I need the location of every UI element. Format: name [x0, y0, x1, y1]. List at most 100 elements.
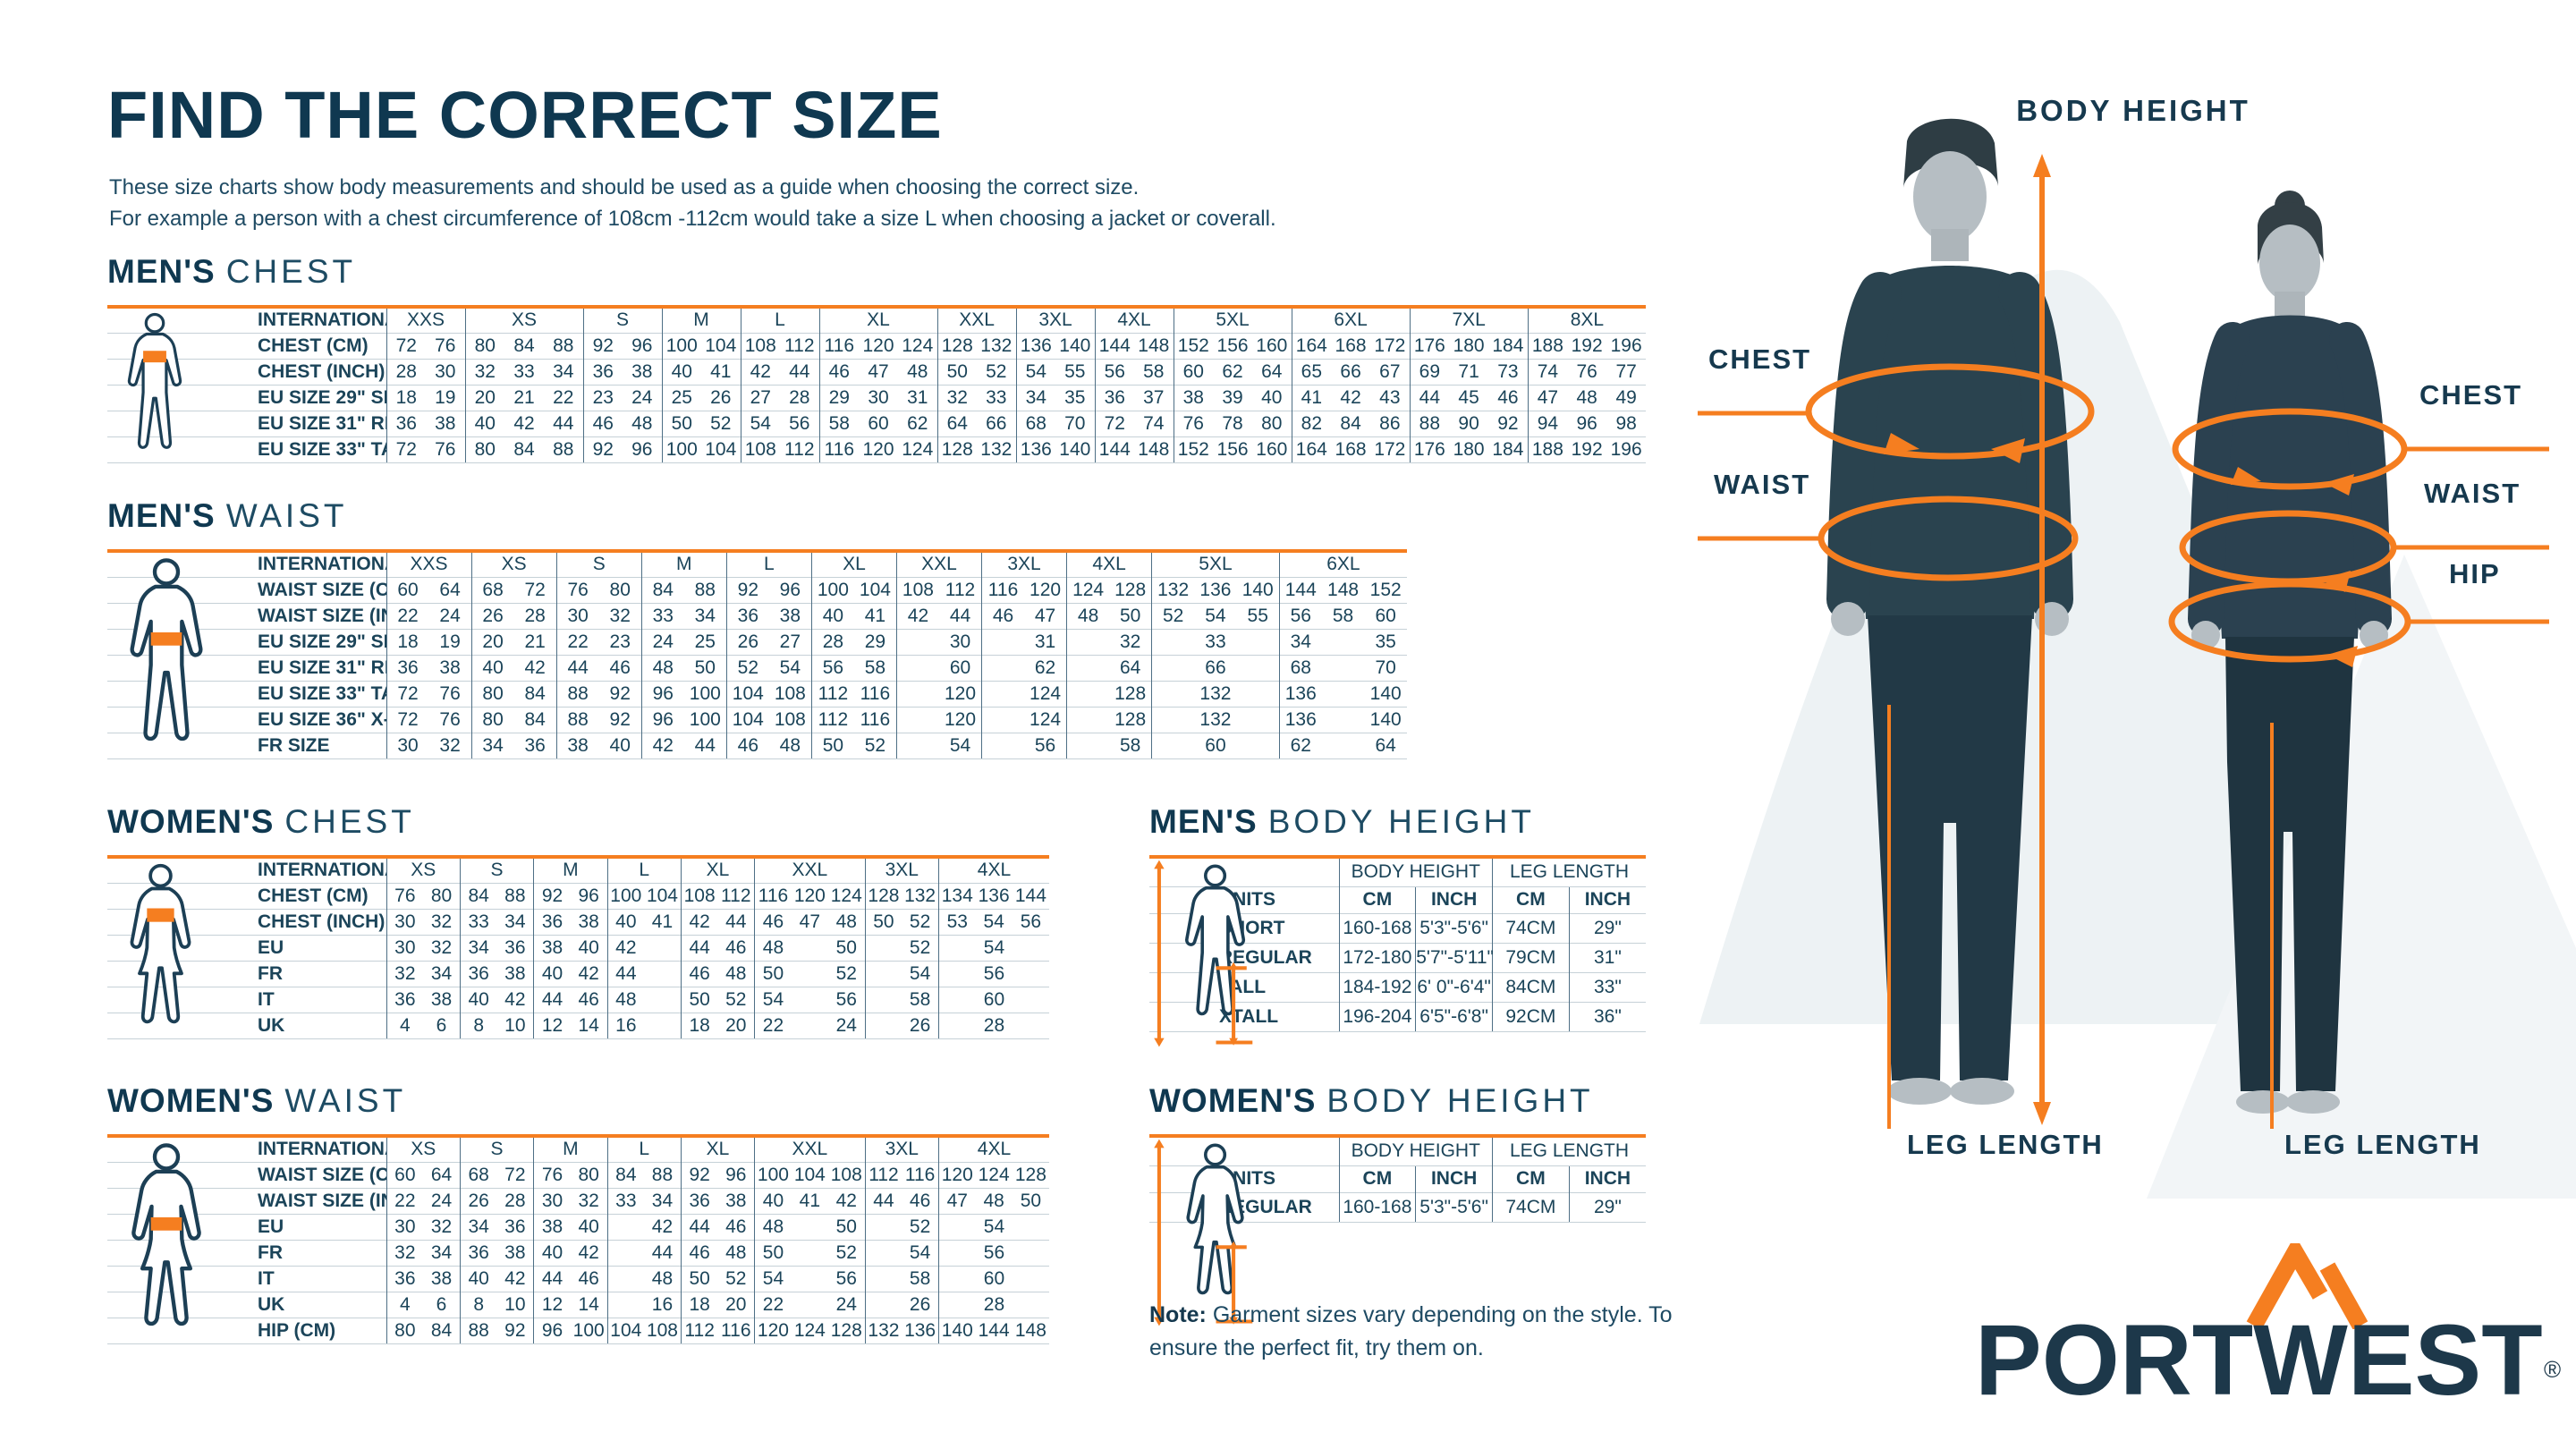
size-cell: 42 — [606, 934, 645, 961]
size-cell: 44 — [606, 960, 645, 987]
size-cell: 96 — [623, 436, 663, 463]
size-cell — [1066, 628, 1110, 655]
size-cell: 40 — [533, 960, 571, 987]
size-cell: 88 — [644, 1161, 682, 1188]
size-cell: 100 — [661, 332, 702, 359]
size-cell: 56 — [937, 960, 1049, 987]
size-cell: 24 — [428, 602, 472, 629]
size-cell: 32 — [464, 358, 504, 385]
size-cell: 36 — [496, 934, 534, 961]
size-cell: 72 — [513, 576, 557, 603]
size-cell: 52 — [902, 908, 939, 935]
measurement-cell: 5'7"-5'11" — [1415, 942, 1494, 972]
size-cell: 128 — [1109, 576, 1152, 603]
size-cell: 44 — [680, 934, 718, 961]
size-cell: 64 — [423, 1161, 461, 1188]
units-label: UNITS — [1149, 886, 1339, 913]
size-cell: 40 — [598, 732, 642, 759]
size-cell: 92 — [582, 332, 623, 359]
size-cell: 41 — [1291, 384, 1332, 411]
size-cell: 96 — [570, 882, 607, 909]
row-label: EU SIZE 29" SHORT — [107, 384, 386, 411]
size-cell: 84 — [1331, 410, 1371, 436]
size-cell: 94 — [1527, 410, 1568, 436]
size-cell: 30 — [386, 1213, 424, 1240]
size-cell: 40 — [464, 410, 504, 436]
size-cell: 30 — [938, 628, 982, 655]
size-cell: 50 — [661, 410, 702, 436]
size-cell: 33 — [640, 602, 684, 629]
size-cell — [644, 960, 682, 987]
row-label: FR SIZE — [107, 732, 387, 759]
size-cell: 46 — [754, 908, 792, 935]
size-column-header: M — [533, 856, 607, 883]
size-cell: 100 — [683, 680, 727, 707]
size-cell: 112 — [780, 332, 820, 359]
waist-label-right: WAIST — [2424, 478, 2521, 509]
size-cell: 34 — [1278, 628, 1322, 655]
ellipse-arrowheads — [1884, 433, 2358, 667]
size-cell: 35 — [1364, 628, 1407, 655]
size-cell: 42 — [740, 358, 781, 385]
heading-light: CHEST — [225, 253, 357, 290]
size-cell: 60 — [938, 654, 982, 681]
size-cell: 96 — [640, 706, 684, 733]
table-corner-label: INTERNATIONAL — [107, 1135, 387, 1162]
size-cell: 52 — [902, 1213, 939, 1240]
fit-row-label: XTALL — [1149, 1001, 1339, 1032]
size-cell: 82 — [1291, 410, 1332, 436]
size-cell — [864, 986, 902, 1013]
size-cell: 24 — [423, 1187, 461, 1214]
size-cell: 38 — [555, 732, 599, 759]
table-corner-label: INTERNATIONAL — [107, 856, 387, 883]
size-cell: 29 — [853, 628, 897, 655]
body-height-table: BODY HEIGHT LEG LENGTH UNITS CM INCH CM INCH SH… — [1149, 855, 1647, 1032]
size-cell — [791, 1239, 828, 1266]
size-cell: 112 — [717, 882, 755, 909]
size-cell: 164 — [1291, 436, 1332, 463]
size-cell: 47 — [937, 1187, 976, 1214]
size-cell: 50 — [936, 358, 978, 385]
size-cell: 60 — [937, 1265, 1049, 1292]
size-cell: 54 — [1194, 602, 1237, 629]
size-cell: 23 — [598, 628, 642, 655]
size-cell: 108 — [740, 436, 781, 463]
size-cell: 33 — [459, 908, 497, 935]
size-cell: 34 — [496, 908, 534, 935]
size-cell: 10 — [496, 1291, 534, 1318]
size-cell: 128 — [936, 332, 978, 359]
size-cell: 124 — [975, 1161, 1013, 1188]
size-cell: 36 — [386, 1265, 424, 1292]
size-cell — [644, 1012, 682, 1039]
note-label: Note: — [1149, 1302, 1207, 1327]
size-column-header: XL — [680, 1135, 755, 1162]
size-cell — [895, 732, 939, 759]
height-line-arrowheads — [2033, 154, 2051, 1125]
size-cell — [1066, 706, 1110, 733]
size-cell: 86 — [1370, 410, 1411, 436]
size-column-header: 4XL — [937, 856, 1049, 883]
size-table: INTERNATIONALXSSMLXLXXL3XL4XL CHEST (CM)7… — [107, 855, 1049, 1039]
size-cell: 84 — [504, 332, 544, 359]
size-cell: 112 — [864, 1161, 902, 1188]
size-cell: 88 — [683, 576, 727, 603]
size-cell: 116 — [981, 576, 1025, 603]
size-cell: 104 — [701, 332, 741, 359]
size-cell: 100 — [754, 1161, 792, 1188]
size-cell: 140 — [1364, 680, 1407, 707]
size-cell: 16 — [644, 1291, 682, 1318]
group-header: BODY HEIGHT — [1338, 1135, 1493, 1165]
size-cell: 68 — [1278, 654, 1322, 681]
size-cell: 26 — [902, 1012, 939, 1039]
size-cell — [1321, 680, 1365, 707]
size-cell: 48 — [606, 986, 645, 1013]
size-cell: 48 — [898, 358, 938, 385]
size-cell: 112 — [680, 1317, 718, 1344]
size-cell: 92 — [680, 1161, 718, 1188]
size-cell: 44 — [544, 410, 583, 436]
intro-line-1: These size charts show body measurements… — [109, 175, 1140, 199]
size-cell: 56 — [1094, 358, 1135, 385]
size-cell: 124 — [827, 882, 866, 909]
size-cell — [1321, 732, 1365, 759]
